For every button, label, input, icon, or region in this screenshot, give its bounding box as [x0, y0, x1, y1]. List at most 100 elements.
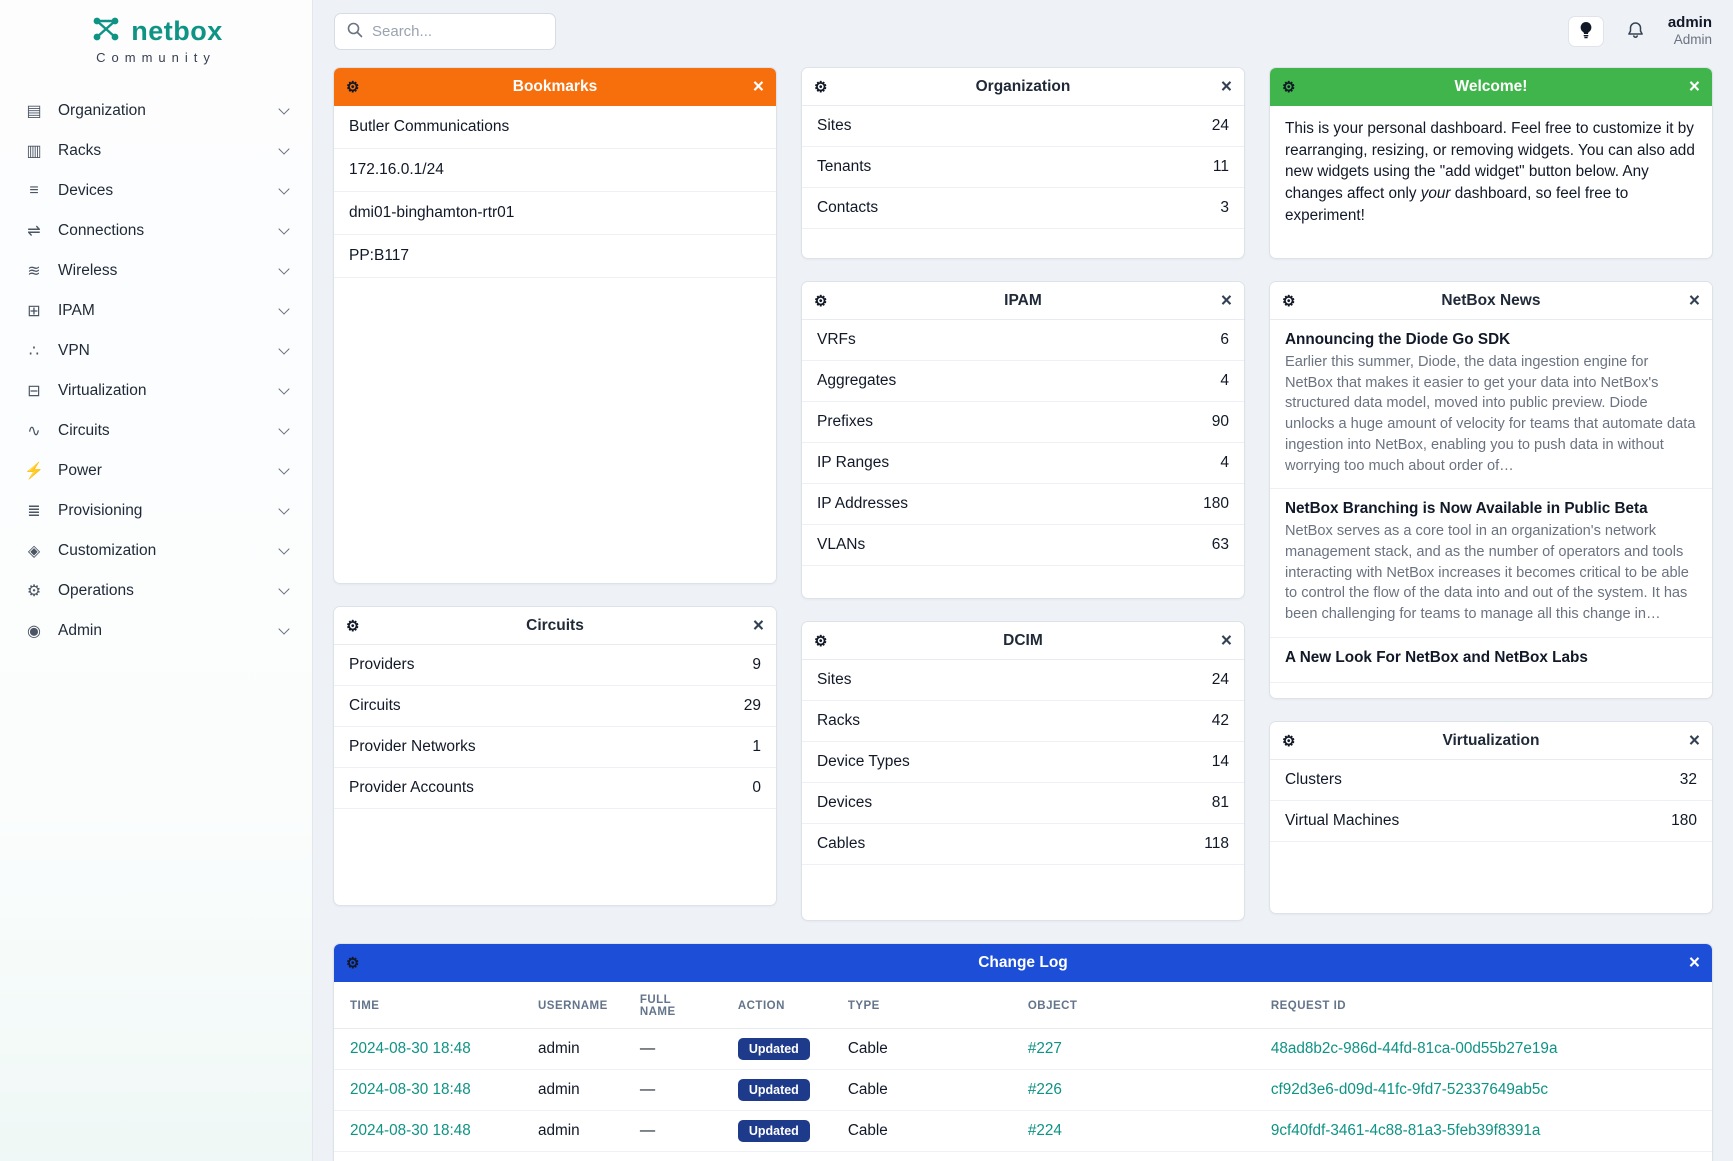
welcome-widget: ⚙ Welcome! × This is your personal dashb…	[1268, 67, 1713, 259]
circuits-icon: ∿	[27, 423, 41, 440]
chevron-down-icon	[278, 263, 290, 275]
organization-widget-header: ⚙ Organization ×	[801, 68, 1244, 106]
widget-close-icon[interactable]: ×	[1220, 290, 1232, 311]
sidebar-item-operations[interactable]: ⚙ Operations	[10, 571, 302, 611]
widget-close-icon[interactable]: ×	[1688, 290, 1700, 311]
ipam-widget: ⚙ IPAM × VRFs 6 Aggregates 4 Prefixes	[800, 281, 1245, 599]
provisioning-icon: ≣	[27, 503, 41, 520]
column-header-type: Type	[831, 982, 1012, 1029]
stat-row: Clusters 32	[1269, 760, 1712, 801]
changelog-widget: ⚙ Change Log × Time Username Full Name A…	[333, 943, 1713, 1161]
request-id-link[interactable]: 9cf40fdf-3461-4c88-81a3-5feb39f8391a	[1270, 1122, 1541, 1139]
customization-icon: ◈	[27, 543, 41, 560]
object-link[interactable]: #224	[1027, 1122, 1062, 1139]
organization-icon: ▤	[26, 103, 42, 120]
bookmark-item[interactable]: PP:B117	[334, 235, 776, 278]
widget-settings-icon[interactable]: ⚙	[346, 955, 360, 972]
sidebar-item-devices[interactable]: ≡ Devices	[10, 171, 302, 211]
widget-settings-icon[interactable]: ⚙	[813, 632, 828, 650]
widget-close-icon[interactable]: ×	[752, 76, 764, 98]
bookmarks-widget-header: ⚙ Bookmarks ×	[334, 68, 776, 106]
widget-close-icon[interactable]: ×	[1688, 730, 1700, 751]
search-input[interactable]	[372, 23, 532, 40]
vpn-icon: ∴	[28, 343, 40, 360]
widget-title: Organization	[975, 77, 1071, 95]
stat-row: Circuits 29	[334, 686, 776, 727]
status-badge: Updated	[737, 1079, 810, 1101]
object-link[interactable]: #226	[1027, 1081, 1062, 1098]
stat-row: Tenants 11	[801, 147, 1244, 188]
bookmark-item[interactable]: 172.16.0.1/24	[334, 149, 776, 192]
sidebar-item-customization[interactable]: ◈ Customization	[10, 531, 302, 571]
username: admin	[1667, 14, 1712, 32]
widget-close-icon[interactable]: ×	[1220, 76, 1232, 97]
changelog-table: Time Username Full Name Action Type Obje…	[334, 982, 1712, 1161]
table-row: 2024-08-30 18:48 admin — Updated Cable #…	[334, 1110, 1712, 1152]
widget-title: Change Log	[978, 954, 1068, 971]
sidebar-item-circuits[interactable]: ∿ Circuits	[10, 411, 302, 451]
bookmark-item[interactable]: dmi01-binghamton-rtr01	[334, 192, 776, 235]
bookmark-item[interactable]: Butler Communications	[334, 106, 776, 149]
sidebar-item-ipam[interactable]: ⊞ IPAM	[10, 291, 302, 331]
chevron-down-icon	[278, 623, 290, 635]
sidebar-item-connections[interactable]: ⇌ Connections	[10, 211, 302, 251]
brand-name: netbox	[131, 15, 223, 46]
widget-close-icon[interactable]: ×	[1220, 630, 1232, 651]
widget-title: IPAM	[1004, 291, 1042, 309]
stat-row: IP Addresses 180	[801, 484, 1244, 525]
widget-close-icon[interactable]: ×	[1688, 76, 1700, 98]
sidebar-item-organization[interactable]: ▤ Organization	[10, 91, 302, 131]
notifications-button[interactable]	[1618, 16, 1654, 47]
operations-icon: ⚙	[26, 583, 42, 600]
request-id-link[interactable]: cf92d3e6-d09d-41fc-9fd7-52337649ab5c	[1270, 1081, 1549, 1098]
virtualization-widget-header: ⚙ Virtualization ×	[1269, 722, 1712, 760]
sidebar: netbox Community ▤ Organization ▥ Racks …	[0, 0, 313, 1161]
widget-settings-icon[interactable]: ⚙	[1281, 292, 1296, 310]
circuits-widget: ⚙ Circuits × Providers 9 Circuits 29 Pro…	[333, 606, 777, 906]
status-badge: Updated	[737, 1120, 810, 1142]
sidebar-item-admin[interactable]: ◉ Admin	[10, 611, 302, 651]
sidebar-item-vpn[interactable]: ∴ VPN	[10, 331, 302, 371]
widget-close-icon[interactable]: ×	[752, 615, 764, 636]
stat-row: Sites 24	[801, 660, 1244, 701]
widget-settings-icon[interactable]: ⚙	[813, 292, 828, 310]
stat-row: Virtual Machines 180	[1269, 801, 1712, 842]
stat-row: Provider Accounts 0	[334, 768, 776, 809]
ipam-widget-header: ⚙ IPAM ×	[801, 282, 1244, 320]
bell-icon	[1627, 21, 1644, 43]
object-link[interactable]: #227	[1027, 1040, 1062, 1057]
theme-toggle-button[interactable]	[1567, 16, 1604, 47]
stat-row: Provider Networks 1	[334, 727, 776, 768]
user-menu[interactable]: admin Admin	[1668, 14, 1712, 48]
widget-settings-icon[interactable]: ⚙	[346, 79, 360, 96]
wireless-icon: ≋	[27, 263, 41, 280]
bookmarks-widget: ⚙ Bookmarks × Butler Communications 172.…	[333, 67, 777, 584]
search-box[interactable]	[334, 13, 556, 50]
table-row: 2024-08-30 18:48 admin — Updated Cable #…	[334, 1069, 1712, 1111]
change-time-link[interactable]: 2024-08-30 18:48	[350, 1122, 471, 1139]
widget-settings-icon[interactable]: ⚙	[346, 617, 360, 635]
sidebar-item-racks[interactable]: ▥ Racks	[10, 131, 302, 171]
chevron-down-icon	[278, 463, 290, 475]
sidebar-item-wireless[interactable]: ≋ Wireless	[10, 251, 302, 291]
connections-icon: ⇌	[27, 223, 41, 240]
request-id-link[interactable]: 48ad8b2c-986d-44fd-81ca-00d55b27e19a	[1270, 1040, 1558, 1057]
sidebar-item-power[interactable]: ⚡ Power	[10, 451, 302, 491]
column-header-action: Action	[721, 982, 832, 1029]
widget-settings-icon[interactable]: ⚙	[813, 78, 828, 96]
change-time-link[interactable]: 2024-08-30 18:48	[350, 1040, 471, 1057]
widget-settings-icon[interactable]: ⚙	[1281, 79, 1296, 96]
sidebar-nav: ▤ Organization ▥ Racks ≡ Devices ⇌ Conne…	[0, 91, 312, 651]
sidebar-item-virtualization[interactable]: ⊟ Virtualization	[10, 371, 302, 411]
brand-community-label: Community	[96, 50, 216, 65]
chevron-down-icon	[278, 183, 290, 195]
widget-settings-icon[interactable]: ⚙	[1281, 732, 1296, 750]
sidebar-item-provisioning[interactable]: ≣ Provisioning	[10, 491, 302, 531]
brand[interactable]: netbox Community	[0, 14, 312, 65]
widget-close-icon[interactable]: ×	[1688, 952, 1700, 974]
stat-row: Devices 81	[801, 783, 1244, 824]
change-time-link[interactable]: 2024-08-30 18:48	[350, 1081, 471, 1098]
chevron-down-icon	[278, 343, 290, 355]
stat-row: Aggregates 4	[801, 361, 1244, 402]
dcim-widget: ⚙ DCIM × Sites 24 Racks 42 Device Types	[800, 621, 1245, 921]
